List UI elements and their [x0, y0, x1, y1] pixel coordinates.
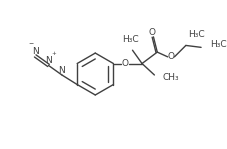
Text: N: N [59, 66, 65, 75]
Text: O: O [167, 52, 174, 61]
Text: H₃C: H₃C [122, 35, 139, 45]
Text: O: O [121, 59, 128, 68]
Text: H₃C: H₃C [210, 40, 226, 49]
Text: O: O [148, 28, 155, 37]
Text: N: N [45, 56, 52, 65]
Text: −: − [28, 40, 33, 45]
Text: CH₃: CH₃ [162, 73, 179, 82]
Text: N: N [32, 47, 39, 56]
Text: H₃C: H₃C [188, 30, 204, 39]
Text: +: + [51, 51, 56, 56]
